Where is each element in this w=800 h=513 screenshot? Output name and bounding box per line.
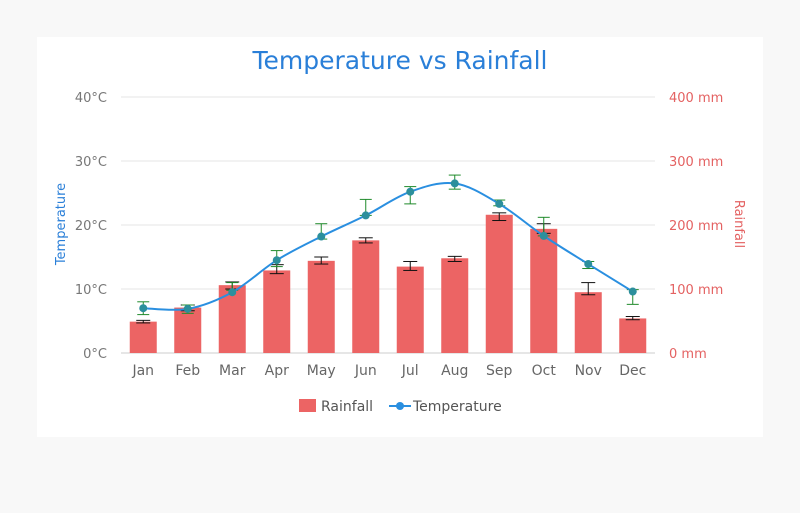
rainfall-bar <box>441 258 469 353</box>
left-axis-ticks: 0°C 10°C 20°C 30°C 40°C <box>75 91 107 362</box>
chart-svg: Temperature vs Rainfall 0°C 10°C 20°C 30°C 4… <box>54 46 746 415</box>
rainfall-error-bar <box>581 282 596 296</box>
x-tick-label: Apr <box>265 363 289 379</box>
x-tick-label: May <box>307 363 336 379</box>
temperature-point <box>361 211 370 220</box>
rainfall-bar <box>574 292 602 353</box>
left-tick-label: 30°C <box>75 155 107 170</box>
rainfall-error-bar <box>314 256 329 265</box>
x-tick-label: Feb <box>175 363 200 379</box>
rainfall-bars <box>129 214 647 353</box>
rainfall-error-bar <box>625 316 640 321</box>
legend-label-temperature: Temperature <box>412 399 502 415</box>
temperature-point <box>406 187 415 196</box>
temperature-point <box>539 231 548 240</box>
rainfall-error-bar <box>492 212 507 222</box>
right-axis-title: Rainfall <box>731 200 746 248</box>
left-axis-title: Temperature <box>54 183 69 266</box>
right-tick-label: 100 mm <box>669 283 723 298</box>
rainfall-error-bar <box>136 319 151 324</box>
right-tick-label: 0 mm <box>669 347 707 362</box>
legend-item-rainfall[interactable]: Rainfall <box>299 399 373 415</box>
x-tick-label: Oct <box>532 363 557 379</box>
x-axis-ticks: Jan Feb Mar Apr May Jun Jul Aug Sep Oct Nov Dec <box>131 363 646 379</box>
rainfall-bar <box>174 307 202 353</box>
x-tick-label: Dec <box>619 363 646 379</box>
chart-card: Temperature vs Rainfall 0°C 10°C 20°C 30°C 4… <box>37 37 763 437</box>
temperature-point <box>584 260 593 269</box>
temperature-point <box>139 304 148 313</box>
x-tick-label: Aug <box>441 363 468 379</box>
left-tick-label: 40°C <box>75 91 107 106</box>
legend-swatch-rainfall <box>299 399 316 412</box>
rainfall-error-bar <box>403 260 418 271</box>
rainfall-error-bars <box>136 212 640 324</box>
right-tick-label: 400 mm <box>669 91 723 106</box>
temperature-point <box>317 232 326 241</box>
x-tick-label: Mar <box>219 363 246 379</box>
left-tick-label: 20°C <box>75 219 107 234</box>
temperature-point <box>272 256 281 265</box>
temperature-point <box>228 288 237 297</box>
rainfall-error-bar <box>447 255 462 262</box>
legend-item-temperature[interactable]: Temperature <box>389 399 502 415</box>
rainfall-error-bar <box>358 237 373 244</box>
rainfall-bar <box>307 260 335 353</box>
temperature-line <box>139 179 637 313</box>
temperature-error-bars <box>137 174 639 316</box>
x-tick-label: Nov <box>575 363 602 379</box>
temperature-point <box>628 287 637 296</box>
temperature-point <box>495 199 504 208</box>
legend-swatch-temperature-marker <box>396 402 404 410</box>
rainfall-bar <box>396 266 424 353</box>
rainfall-bar <box>263 270 291 353</box>
temperature-line-path <box>143 181 634 311</box>
right-tick-label: 300 mm <box>669 155 723 170</box>
x-tick-label: Sep <box>486 363 513 379</box>
right-axis-ticks: 0 mm 100 mm 200 mm 300 mm 400 mm <box>669 91 723 362</box>
rainfall-bar <box>129 321 157 353</box>
rainfall-bar <box>619 318 647 353</box>
temperature-point <box>450 179 459 188</box>
x-tick-label: Jul <box>401 363 419 379</box>
legend-label-rainfall: Rainfall <box>321 399 373 415</box>
x-tick-label: Jun <box>354 363 377 379</box>
gridlines <box>121 96 655 354</box>
left-tick-label: 0°C <box>83 347 107 362</box>
rainfall-bar <box>530 228 558 353</box>
left-tick-label: 10°C <box>75 283 107 298</box>
chart-title: Temperature vs Rainfall <box>251 46 547 75</box>
rainfall-bar <box>352 240 380 353</box>
legend: Rainfall Temperature <box>299 399 502 415</box>
temperature-point <box>183 304 192 313</box>
x-tick-label: Jan <box>131 363 154 379</box>
rainfall-bar <box>485 214 513 353</box>
right-tick-label: 200 mm <box>669 219 723 234</box>
